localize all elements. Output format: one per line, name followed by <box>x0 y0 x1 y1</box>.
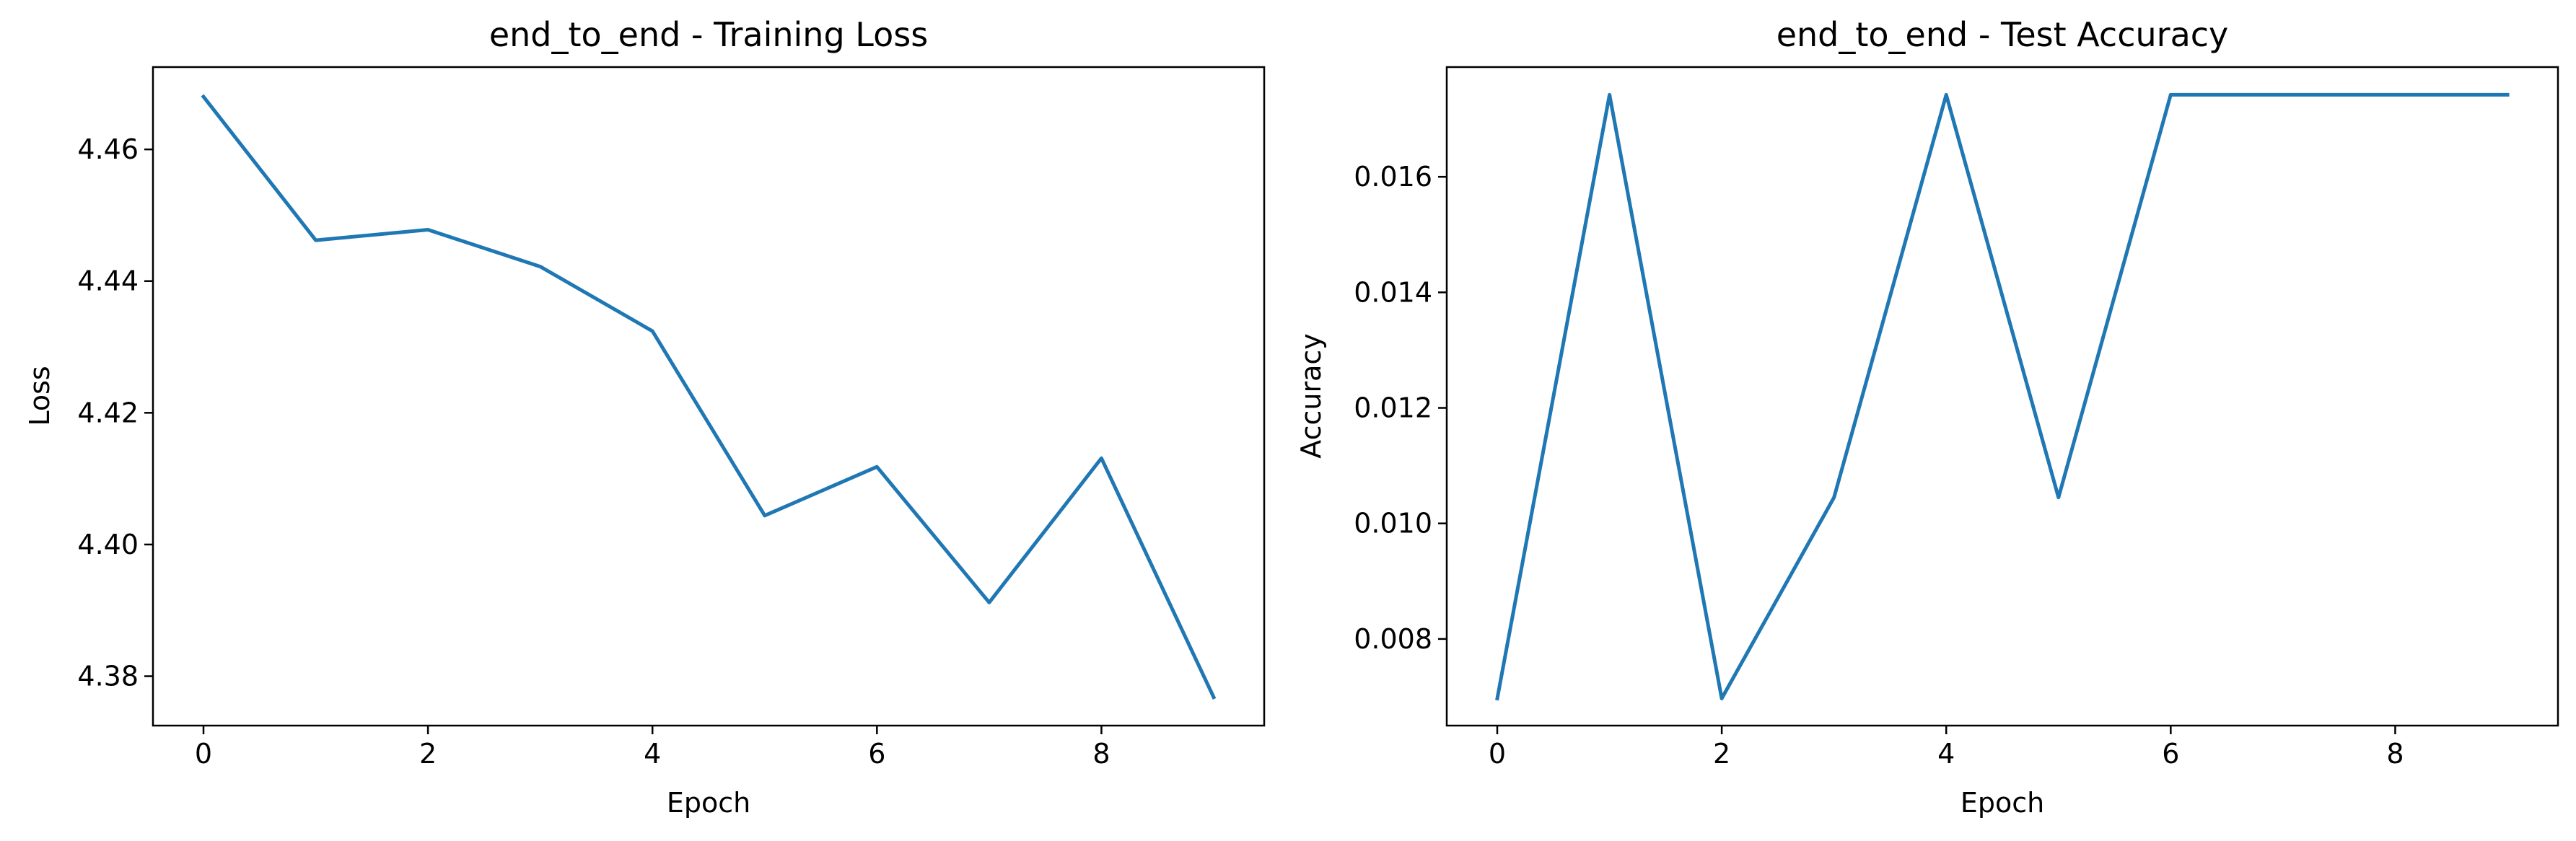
training-loss-title: end_to_end - Training Loss <box>489 15 928 54</box>
test-accuracy-y-tick-label: 0.016 <box>1354 161 1432 193</box>
test-accuracy-y-tick-label: 0.012 <box>1354 392 1432 424</box>
training-loss-panel: end_to_end - Training Loss 0 2 4 6 8 4.38 4.4… <box>24 15 1266 819</box>
training-loss-y-tick-label: 4.38 <box>77 661 139 692</box>
training-loss-x-ticks: 0 2 4 6 8 <box>195 726 1110 770</box>
test-accuracy-x-tick-label: 4 <box>1937 738 1955 770</box>
test-accuracy-plot-frame <box>1445 66 2559 727</box>
training-loss-x-tick-label: 4 <box>644 738 661 770</box>
test-accuracy-x-tick-label: 6 <box>2162 738 2179 770</box>
test-accuracy-y-tick-label: 0.010 <box>1354 508 1432 540</box>
test-accuracy-x-tick-label: 0 <box>1489 738 1506 770</box>
test-accuracy-x-ticks: 0 2 4 6 8 <box>1489 726 2404 770</box>
training-loss-plot-frame <box>152 66 1266 727</box>
training-loss-line <box>201 94 1217 700</box>
training-loss-y-tick-label: 4.44 <box>77 265 139 297</box>
training-loss-x-tick-label: 2 <box>419 738 437 770</box>
training-loss-y-axis-label: Loss <box>24 366 56 426</box>
test-accuracy-x-tick-label: 2 <box>1713 738 1730 770</box>
test-accuracy-y-tick-label: 0.008 <box>1354 623 1432 655</box>
training-loss-y-tick-label: 4.42 <box>77 397 139 428</box>
test-accuracy-line <box>1495 92 2510 701</box>
training-loss-x-tick-label: 0 <box>195 738 212 770</box>
training-loss-y-tick-label: 4.46 <box>77 133 139 165</box>
training-loss-x-tick-label: 6 <box>868 738 885 770</box>
training-loss-x-axis-label: Epoch <box>667 787 750 819</box>
test-accuracy-x-axis-label: Epoch <box>1961 787 2044 819</box>
test-accuracy-y-tick-label: 0.014 <box>1354 276 1432 308</box>
training-loss-y-tick-label: 4.40 <box>77 529 139 560</box>
training-loss-x-tick-label: 8 <box>1092 738 1110 770</box>
test-accuracy-x-tick-label: 8 <box>2386 738 2404 770</box>
test-accuracy-y-ticks: 0.008 0.010 0.012 0.014 0.016 <box>1354 161 1447 655</box>
training-loss-y-ticks: 4.38 4.40 4.42 4.44 4.46 <box>77 133 153 692</box>
test-accuracy-y-axis-label: Accuracy <box>1295 333 1327 459</box>
test-accuracy-title: end_to_end - Test Accuracy <box>1777 15 2229 54</box>
